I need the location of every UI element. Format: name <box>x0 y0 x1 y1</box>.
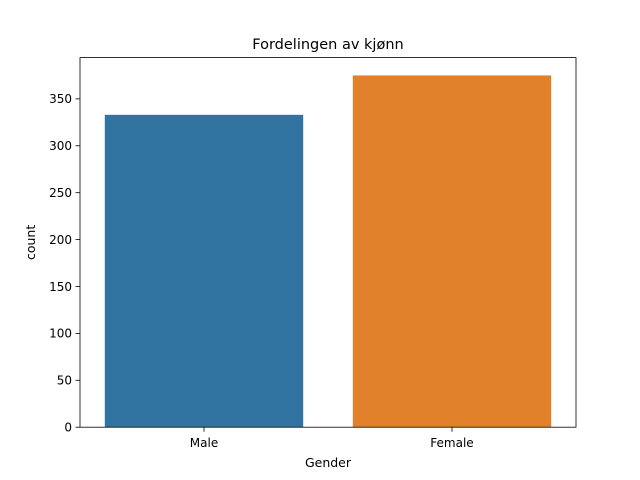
y-tick-label: 200 <box>49 233 72 247</box>
bars <box>104 75 552 428</box>
y-tick-label: 350 <box>49 92 72 106</box>
y-tick-label: 50 <box>57 374 72 388</box>
plot-frame <box>79 57 577 428</box>
x-axis-ticks: Male Female <box>190 427 474 450</box>
y-tick-label: 0 <box>64 421 72 435</box>
y-tick-label: 150 <box>49 280 72 294</box>
x-tick-label-female: Female <box>430 436 473 450</box>
y-tick-label: 300 <box>49 139 72 153</box>
chart-title: Fordelingen av kjønn <box>252 37 403 53</box>
bar-male <box>104 114 304 428</box>
y-tick-label: 250 <box>49 186 72 200</box>
bar-female <box>352 75 552 428</box>
y-axis-label: count <box>23 225 38 260</box>
y-tick-label: 100 <box>49 327 72 341</box>
x-axis-label: Gender <box>305 455 352 470</box>
x-tick-label-male: Male <box>190 436 218 450</box>
y-axis-ticks: 0 50 100 150 200 250 300 350 <box>49 92 80 435</box>
